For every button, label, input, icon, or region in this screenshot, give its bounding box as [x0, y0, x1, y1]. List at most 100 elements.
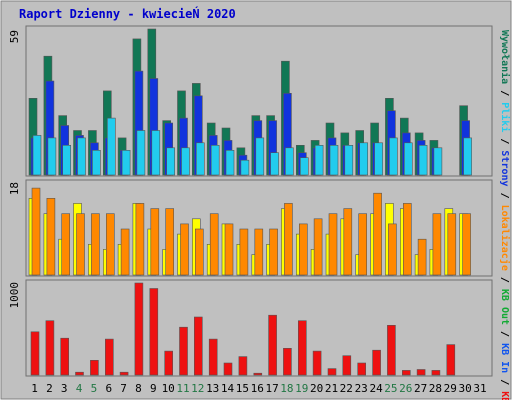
bar-kb-out-day-12 [195, 228, 204, 276]
bar-kb-f-day-3 [60, 337, 70, 376]
bar-kb-f-day-5 [90, 359, 99, 376]
bar-kb-f-day-13 [208, 338, 218, 376]
bar-pliki-day-28 [433, 147, 443, 176]
bar-kb-f-day-24 [372, 349, 381, 376]
bar-kb-out-day-1 [31, 187, 41, 276]
bar-pliki-day-14 [225, 150, 235, 176]
x-tick-label-28: 28 [429, 382, 442, 395]
bar-pliki-day-11 [181, 147, 190, 176]
x-tick-label-17: 17 [265, 382, 278, 395]
bar-kb-out-day-9 [150, 208, 160, 276]
bar-kb-out-day-8 [135, 203, 145, 276]
x-tick-label-8: 8 [135, 382, 142, 395]
bar-kb-f-day-16 [253, 372, 263, 376]
x-tick-label-6: 6 [105, 382, 112, 395]
bar-kb-f-day-22 [342, 355, 352, 376]
bar-kb-out-day-28 [432, 213, 442, 276]
x-tick-label-31: 31 [473, 382, 486, 395]
bar-kb-f-day-18 [283, 347, 292, 376]
x-tick-label-10: 10 [162, 382, 175, 395]
legend-strony: Strony [499, 150, 510, 186]
bar-kb-f-day-9 [149, 288, 159, 376]
bar-kb-out-day-3 [61, 213, 71, 276]
x-tick-label-22: 22 [340, 382, 353, 395]
bar-pliki-day-26 [403, 142, 413, 176]
bar-kb-out-day-23 [358, 213, 368, 276]
bar-kb-out-day-25 [388, 223, 397, 276]
x-tick-label-15: 15 [236, 382, 249, 395]
x-tick-label-7: 7 [120, 382, 127, 395]
x-tick-label-23: 23 [355, 382, 368, 395]
x-tick-label-25: 25 [384, 382, 397, 395]
bottom-bars [30, 282, 456, 376]
bar-kb-out-day-17 [269, 228, 278, 276]
legend-pliki: Pliki [499, 102, 511, 132]
bar-pliki-day-7 [121, 150, 131, 176]
bar-kb-f-day-11 [179, 326, 188, 376]
bar-kb-out-day-20 [313, 218, 323, 276]
x-tick-label-13: 13 [206, 382, 219, 395]
bar-kb-out-day-15 [239, 228, 249, 276]
x-tick-label-27: 27 [414, 382, 427, 395]
x-tick-label-16: 16 [251, 382, 264, 395]
bar-kb-f-day-17 [268, 314, 277, 376]
top-bars [28, 28, 472, 176]
bar-pliki-day-8 [136, 130, 146, 176]
bar-kb-out-day-11 [180, 223, 189, 276]
bar-pliki-day-27 [418, 145, 428, 176]
bar-pliki-day-12 [196, 142, 205, 176]
chart-title: Raport Dzienny - kwiecieŃ 2020 [19, 6, 236, 21]
bar-pliki-day-21 [329, 145, 339, 176]
bar-pliki-day-24 [374, 142, 383, 176]
bar-kb-out-day-24 [373, 192, 382, 276]
x-tick-label-14: 14 [221, 382, 235, 395]
bar-kb-out-day-14 [224, 223, 234, 276]
bar-pliki-day-17 [270, 152, 279, 176]
bar-kb-f-day-23 [357, 362, 367, 376]
bar-kb-out-day-27 [417, 238, 427, 276]
bar-kb-f-day-28 [431, 370, 441, 376]
bar-pliki-day-10 [166, 147, 175, 176]
bar-kb-f-day-8 [134, 282, 144, 376]
bar-pliki-day-1 [32, 135, 42, 176]
bar-pliki-day-18 [285, 147, 294, 176]
bar-kb-out-day-5 [91, 213, 100, 276]
bar-kb-f-day-4 [75, 371, 84, 376]
bar-kb-out-day-21 [328, 213, 338, 276]
bar-kb-f-day-6 [105, 338, 114, 376]
x-tick-label-5: 5 [91, 382, 98, 395]
bar-kb-f-day-29 [446, 344, 456, 376]
bar-kb-out-day-2 [46, 198, 56, 276]
x-tick-label-9: 9 [150, 382, 157, 395]
bar-kb-out-day-22 [343, 208, 353, 276]
bar-pliki-day-23 [359, 142, 369, 176]
top-max-label: 59 [8, 30, 21, 43]
x-axis-labels: 1 2 3 4 5 6 7 8 9 10 11 12 13 14 15 16 17 18 19 20 21 22 23 24 2… [31, 382, 486, 395]
bar-kb-f-day-21 [327, 368, 337, 376]
x-tick-label-4: 4 [76, 382, 83, 395]
x-tick-label-19: 19 [295, 382, 308, 395]
x-tick-label-1: 1 [31, 382, 38, 395]
bar-pliki-day-30 [463, 137, 472, 176]
bar-kb-f-day-15 [238, 356, 248, 376]
bar-kb-f-day-10 [164, 350, 173, 376]
x-tick-label-12: 12 [191, 382, 204, 395]
x-tick-label-20: 20 [310, 382, 323, 395]
bottom-max-label: 1000 [8, 282, 21, 309]
bar-kb-f-day-27 [416, 369, 426, 376]
bar-pliki-day-20 [314, 145, 324, 176]
bar-kb-f-day-25 [387, 324, 396, 376]
bar-pliki-day-19 [299, 157, 309, 176]
bar-pliki-day-2 [47, 137, 57, 176]
x-tick-label-29: 29 [444, 382, 457, 395]
x-tick-label-3: 3 [61, 382, 68, 395]
bar-pliki-day-3 [62, 145, 72, 176]
bar-pliki-day-4 [77, 137, 86, 176]
bar-kb-f-day-2 [45, 320, 55, 376]
panel-bottom [25, 279, 493, 377]
mid-max-label: 18 [8, 182, 21, 195]
x-tick-label-11: 11 [176, 382, 189, 395]
bar-pliki-day-13 [210, 145, 220, 176]
bar-kb-out-day-4 [76, 213, 85, 276]
bar-kb-f-day-19 [297, 320, 307, 376]
